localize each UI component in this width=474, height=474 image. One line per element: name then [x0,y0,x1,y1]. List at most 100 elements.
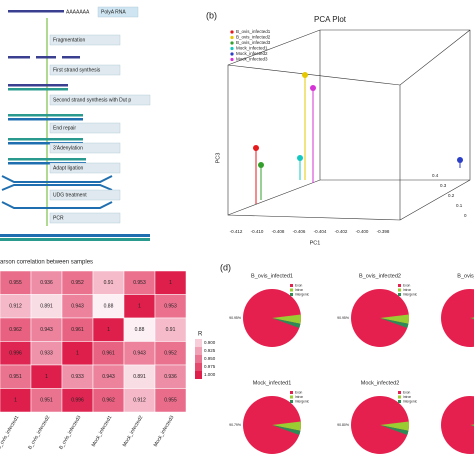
cell-value: 0.955 [9,280,22,286]
legend-swatch [398,288,401,292]
pie-label: 90.79% [229,423,241,427]
legend-swatch [195,339,202,347]
rna-strand [8,10,64,13]
point [253,145,259,151]
chart-title: PCA Plot [314,15,347,24]
legend-swatch [290,395,293,399]
cell-value: 0.955 [164,398,177,404]
heatmap-title: arson correlation between samples [0,260,93,266]
legend-swatch [398,293,401,296]
strand [8,114,83,117]
cell-value: 0.912 [9,304,22,310]
cell-value: 0.952 [164,351,177,357]
legend-tick: 1.000 [204,372,216,377]
legend-tick: 0.975 [204,364,216,369]
pc2-tick: 0 [464,213,467,218]
legend-swatch [290,284,293,287]
step-label: End repair [53,125,76,131]
cell-value: 0.952 [71,280,84,286]
legend-label: B_ovis_infected1 [236,29,271,34]
legend-swatch [398,391,401,394]
legend-swatch [195,355,202,363]
cell-value: 0.943 [102,374,115,380]
cell-value: 1 [76,351,79,357]
cell-value: 0.953 [164,304,177,310]
column-label: Mock_infected1 [91,414,114,448]
pie-intron [470,317,474,319]
legend-label: Intron [295,288,303,292]
pie-title: B_ovis_inf [457,273,474,279]
cell-value: 0.88 [104,304,114,310]
cell-value: 0.91 [104,280,114,286]
legend-swatch [290,288,293,292]
treated-strand [1,201,113,209]
step-box [49,189,121,201]
legend-label: Exon [403,283,410,287]
pie-intergenic [272,318,301,328]
cell-value: 0.961 [71,327,84,333]
legend-swatch [290,293,293,296]
pc1-tick: -0.408 [272,229,285,234]
step-box [49,64,121,76]
step-box [49,142,121,154]
legend-swatch [195,371,202,379]
axis-label: PC3 [215,153,221,164]
column-label: B_ovis_infected2 [27,414,51,450]
legend-label: Intergenic [295,292,309,296]
legend-dot [230,30,234,34]
pc1-tick: -0.400 [356,229,369,234]
column-label: B_ovis_infected1 [0,414,20,450]
cell-value: 0.951 [40,398,53,404]
legend-label: B_ovis_infected3 [236,40,271,45]
step-label: First strand synthesis [53,67,101,73]
pc2-tick: 0.1 [456,203,463,208]
panel-label: (d) [220,262,231,272]
pc1-tick: -0.412 [230,229,243,234]
heatmap-cell [154,388,187,413]
legend-label: Exon [295,390,302,394]
strand [8,84,68,87]
pie-label: 90.80% [337,423,349,427]
legend-label: Exon [403,390,410,394]
cell-value: 0.962 [102,398,115,404]
pie-intergenic [380,425,409,435]
strand [8,138,83,141]
pcr-product [0,234,150,237]
cell-value: 0.933 [71,374,84,380]
pc2-tick: 0.3 [440,183,447,188]
legend-label: Exon [295,283,302,287]
workflow-diagram [0,10,150,241]
pc1-tick: -0.398 [377,229,390,234]
cell-value: 0.933 [40,351,53,357]
point [310,85,316,91]
legend-tick: 0.950 [204,356,216,361]
pie-exon [441,289,474,347]
legend-swatch [195,347,202,355]
pie-intergenic [272,425,301,435]
legend-label: Intron [403,288,411,292]
column-label: Mock_infected3 [153,414,176,448]
step-box [97,6,139,18]
pcr-product [0,238,150,241]
pie-intron [272,314,301,324]
legend-label: Intron [295,395,303,399]
cell-value: 0.962 [9,327,22,333]
legend-label: Intergenic [403,399,417,403]
pc1-tick: -0.406 [293,229,306,234]
step-box [49,122,121,134]
legend-swatch [290,400,293,403]
cell-value: 1 [107,327,110,333]
polya-tail: AAAAAAA [66,9,90,15]
pie-title: B_ovis_infected2 [359,273,401,279]
cell-value: 0.996 [9,351,22,357]
legend-label: Intergenic [295,399,309,403]
step-box [49,94,151,106]
pie-intron [380,421,409,431]
legend-label: Intron [403,395,411,399]
cell-value: 0.936 [164,374,177,380]
legend-label: Mock_infected2 [236,51,268,56]
strand [8,142,83,145]
step-box [49,212,121,224]
pie-exon [441,396,474,454]
